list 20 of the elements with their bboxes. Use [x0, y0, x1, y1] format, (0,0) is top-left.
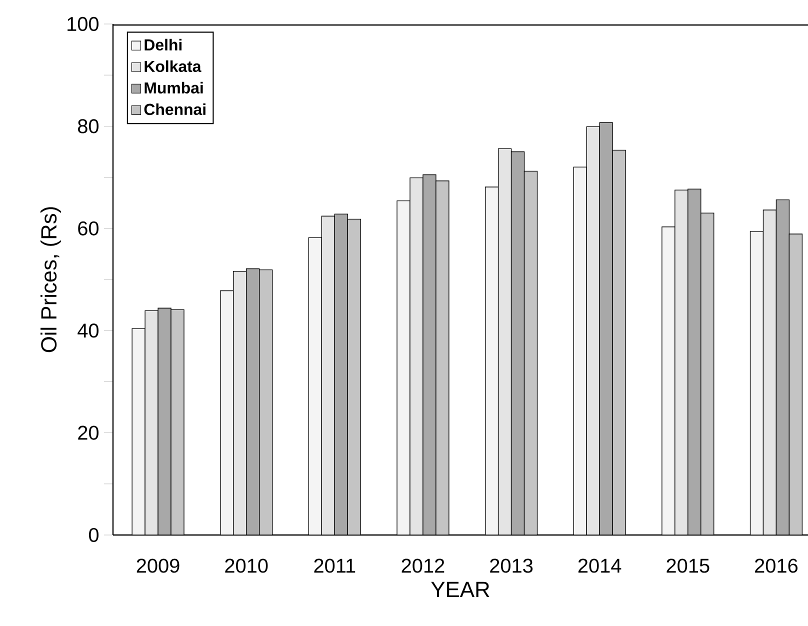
legend-label: Kolkata: [144, 60, 202, 72]
x-tick-label: 2010: [225, 558, 268, 573]
x-tick-label: 2014: [578, 558, 622, 573]
legend-label: Delhi: [144, 38, 182, 51]
y-axis-title: Oil Prices, (Rs): [40, 207, 61, 352]
legend-label: Chennai: [144, 103, 206, 116]
x-tick-label: 2012: [402, 558, 444, 573]
x-tick-label: 2015: [666, 558, 710, 573]
y-tick-label: 0: [88, 528, 99, 542]
y-tick-label: 40: [78, 324, 99, 338]
y-tick-label: 20: [78, 426, 99, 440]
x-axis-title: YEAR: [431, 582, 490, 597]
y-tick-label: 100: [68, 16, 99, 32]
legend-label: Mumbai: [144, 82, 203, 94]
x-tick-label: 2013: [490, 558, 533, 573]
x-tick-label: 2011: [314, 558, 356, 573]
y-tick-label: 80: [78, 119, 99, 134]
y-tick-label: 60: [78, 221, 99, 236]
x-tick-label: 2016: [755, 558, 798, 573]
x-tick-label: 2009: [136, 558, 180, 573]
